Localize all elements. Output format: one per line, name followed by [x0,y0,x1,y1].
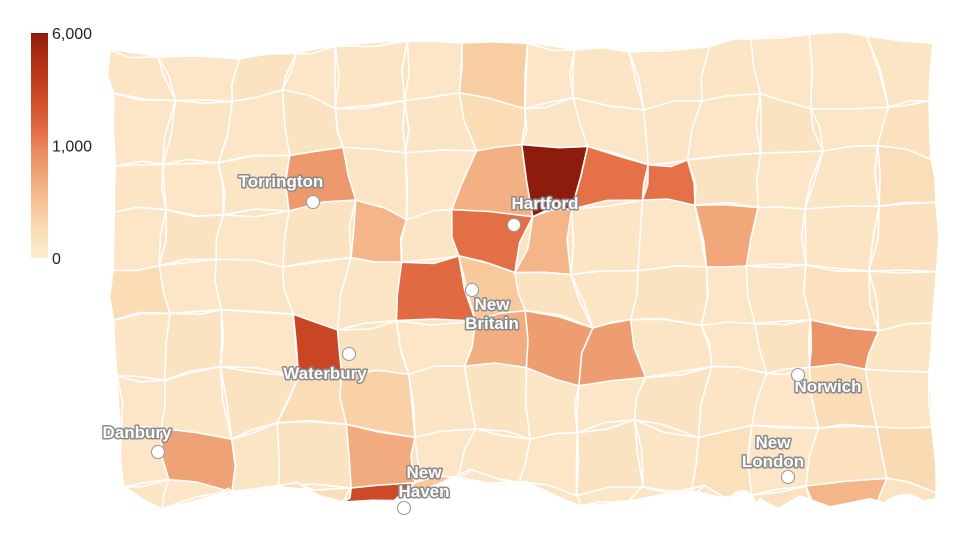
city-dot[interactable] [464,282,480,298]
city-label: Norwich [794,377,861,396]
city-label: New [407,463,443,482]
town-polygon[interactable] [804,205,880,272]
town-polygon[interactable] [629,318,713,379]
city-dot[interactable] [305,194,321,210]
town-polygon[interactable] [805,425,888,487]
town-polygon[interactable] [282,199,357,268]
city-marker-waterbury[interactable]: Waterbury [282,346,369,385]
city-marker-danbury[interactable]: Danbury [101,422,174,460]
water-inlet [326,518,378,540]
town-polygon[interactable] [868,270,938,332]
town-polygon[interactable] [334,99,407,154]
town-polygon[interactable] [403,40,463,102]
city-dot[interactable] [790,367,806,383]
town-polygon[interactable] [113,312,172,381]
town-polygon[interactable] [629,265,709,327]
legend-color-bar [31,33,48,258]
legend-tick-label: 1,000 [52,139,92,156]
city-dot[interactable] [396,500,412,516]
town-polygon[interactable] [334,40,409,110]
city-dot[interactable] [341,346,357,362]
legend-tick-label: 0 [52,251,61,268]
city-label: New [756,433,792,452]
town-polygon[interactable] [276,420,352,489]
city-label: Waterbury [283,364,367,383]
city-label: Haven [398,482,449,501]
city-label: Torrington [239,172,324,191]
town-polygon[interactable] [570,199,644,276]
city-label: Britain [465,314,519,333]
water-inlet [726,490,758,534]
water-inlet [881,494,929,530]
town-polygon[interactable] [686,152,762,209]
town-polygon[interactable] [575,418,644,497]
town-polygon[interactable] [868,201,940,273]
water-long-island-sound [300,495,935,540]
city-marker-torrington[interactable]: Torrington [237,171,325,210]
town-polygon[interactable] [162,162,224,217]
town-polygon[interactable] [158,208,224,267]
water-inlet [396,520,440,540]
town-polygon[interactable] [158,258,224,315]
city-dot[interactable] [506,217,522,233]
town-polygon[interactable] [745,264,812,325]
legend-container: 6,000 1,000 0 [0,0,120,280]
town-polygon[interactable] [864,368,933,430]
city-label: London [742,452,804,471]
city-label: Hartford [511,194,578,213]
town-polygon[interactable] [113,163,167,214]
town-polygon[interactable] [116,375,167,431]
city-marker-norwich[interactable]: Norwich [790,367,863,398]
city-marker-hartford[interactable]: Hartford [506,193,580,233]
town-polygon[interactable] [809,106,890,152]
town-polygon[interactable] [214,258,295,316]
town-polygon[interactable] [160,365,233,440]
city-dot[interactable] [780,469,796,485]
city-label: New [475,295,511,314]
city-markers[interactable]: HartfordNewHavenWaterburyDanburyNewBrita… [101,171,863,516]
town-polygon[interactable] [215,210,291,268]
city-label: Danbury [103,423,173,442]
city-dot[interactable] [150,444,166,460]
town-polygon[interactable] [112,206,167,273]
legend-ticks: 6,000 1,000 0 [52,26,92,268]
town-polygons[interactable] [106,31,940,540]
legend-tick-label: 6,000 [52,26,92,43]
legend-svg: 6,000 1,000 0 [31,26,92,268]
town-polygon[interactable] [745,206,807,267]
